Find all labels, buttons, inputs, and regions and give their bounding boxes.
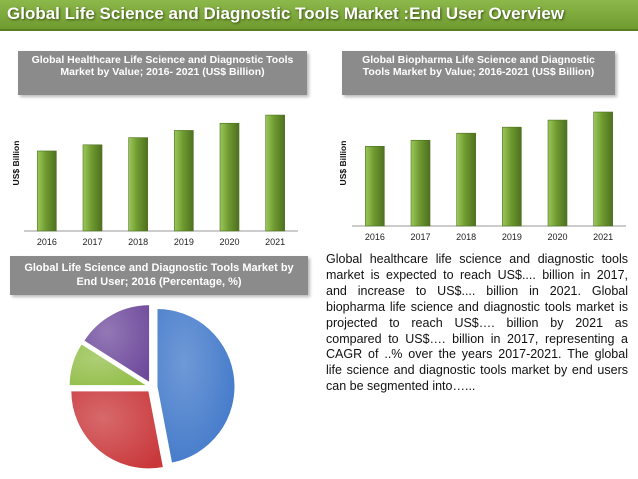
bar-2020 <box>547 119 568 227</box>
healthcare-bar-chart: 2016 2017 2018 2019 2020 2021 US$ Billion <box>11 114 298 247</box>
bar-2017 <box>410 139 431 227</box>
bar-2021 <box>265 114 285 232</box>
healthcare-chart-title: Global Healthcare Life Science and Diagn… <box>18 51 307 95</box>
end-user-pie-title: Global Life Science and Diagnostic Tools… <box>10 256 308 295</box>
bar-2017 <box>82 144 103 232</box>
x-tick-label: 2020 <box>547 232 567 242</box>
pie-slice-2 <box>70 390 165 470</box>
biopharma-bar-chart: 2016 2017 2018 2019 2020 2021 US$ Billion <box>338 111 626 242</box>
x-tick-label: 2021 <box>265 237 285 247</box>
bar-2018 <box>128 137 148 232</box>
market-summary-text: Global healthcare life science and diagn… <box>326 252 628 394</box>
bar-2021 <box>593 111 613 227</box>
y-axis-label: US$ Billion <box>11 141 21 186</box>
x-tick-label: 2017 <box>410 232 430 242</box>
pie-slice-4 <box>83 304 151 384</box>
x-tick-label: 2017 <box>82 237 102 247</box>
x-tick-label: 2021 <box>593 232 613 242</box>
bar-2016 <box>365 146 385 227</box>
bar-2016 <box>37 150 57 232</box>
pie-slice-1 <box>156 308 236 464</box>
biopharma-chart-title: Global Biopharma Life Science and Diagno… <box>342 51 615 95</box>
y-axis-label: US$ Billion <box>338 141 348 186</box>
title-banner: Global Life Science and Diagnostic Tools… <box>0 0 638 31</box>
end-user-pie-chart <box>68 304 236 470</box>
x-tick-label: 2018 <box>456 232 476 242</box>
x-tick-label: 2016 <box>37 237 57 247</box>
page-title: Global Life Science and Diagnostic Tools… <box>7 4 565 23</box>
bar-2019 <box>174 130 194 232</box>
bar-2019 <box>502 126 522 227</box>
pie-slice-3 <box>68 343 149 387</box>
bar-2018 <box>456 132 476 227</box>
x-tick-label: 2020 <box>219 237 239 247</box>
bar-2020 <box>219 122 240 232</box>
x-tick-label: 2019 <box>174 237 194 247</box>
x-tick-label: 2019 <box>502 232 522 242</box>
x-tick-label: 2016 <box>365 232 385 242</box>
x-tick-label: 2018 <box>128 237 148 247</box>
